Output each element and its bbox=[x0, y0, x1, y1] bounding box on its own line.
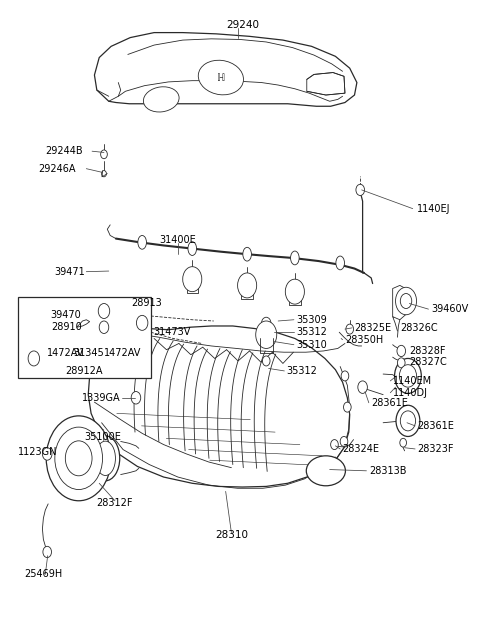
Circle shape bbox=[46, 416, 111, 501]
Polygon shape bbox=[393, 285, 409, 320]
Circle shape bbox=[131, 391, 141, 404]
Circle shape bbox=[400, 293, 412, 308]
Circle shape bbox=[397, 345, 406, 357]
Circle shape bbox=[136, 315, 148, 330]
Circle shape bbox=[256, 321, 276, 349]
Text: 1140DJ: 1140DJ bbox=[393, 387, 428, 398]
Text: 35312: 35312 bbox=[287, 366, 318, 376]
Text: 25469H: 25469H bbox=[24, 569, 62, 579]
Text: 35309: 35309 bbox=[296, 315, 327, 325]
Circle shape bbox=[396, 287, 417, 315]
Text: 28910: 28910 bbox=[51, 322, 82, 332]
Text: 35310: 35310 bbox=[296, 340, 327, 350]
Text: 31473V: 31473V bbox=[153, 327, 191, 337]
Circle shape bbox=[28, 351, 39, 366]
Text: 1339GA: 1339GA bbox=[82, 393, 120, 403]
Text: 1472AV: 1472AV bbox=[104, 348, 142, 358]
Circle shape bbox=[400, 438, 407, 447]
Text: 39470: 39470 bbox=[51, 310, 82, 320]
Circle shape bbox=[399, 365, 417, 387]
Circle shape bbox=[55, 427, 103, 490]
Circle shape bbox=[331, 440, 338, 450]
Circle shape bbox=[285, 279, 304, 304]
Text: 31400E: 31400E bbox=[159, 235, 196, 245]
Ellipse shape bbox=[336, 256, 345, 270]
Text: 28313B: 28313B bbox=[369, 466, 406, 476]
Ellipse shape bbox=[144, 87, 179, 112]
Text: 1123GN: 1123GN bbox=[18, 447, 58, 457]
Text: 28324E: 28324E bbox=[343, 444, 380, 454]
Circle shape bbox=[101, 150, 108, 159]
Text: 39460V: 39460V bbox=[431, 304, 468, 314]
Circle shape bbox=[102, 171, 107, 177]
Polygon shape bbox=[95, 33, 357, 106]
Text: 28350H: 28350H bbox=[345, 335, 383, 345]
Circle shape bbox=[340, 436, 348, 446]
Circle shape bbox=[65, 441, 92, 476]
Text: 28326C: 28326C bbox=[400, 323, 437, 333]
Text: 31345: 31345 bbox=[73, 348, 104, 358]
Circle shape bbox=[99, 321, 109, 334]
Circle shape bbox=[183, 266, 202, 292]
Polygon shape bbox=[77, 320, 90, 327]
Ellipse shape bbox=[138, 236, 146, 249]
Ellipse shape bbox=[243, 247, 252, 261]
Circle shape bbox=[344, 402, 351, 412]
Text: 28913: 28913 bbox=[132, 298, 162, 308]
Text: 35312: 35312 bbox=[296, 327, 327, 337]
Text: 28323F: 28323F bbox=[418, 444, 454, 454]
Circle shape bbox=[358, 381, 367, 393]
Text: 28327C: 28327C bbox=[409, 357, 447, 367]
Text: 28328F: 28328F bbox=[409, 346, 446, 356]
Text: 39471: 39471 bbox=[54, 266, 85, 277]
Polygon shape bbox=[307, 73, 345, 95]
Ellipse shape bbox=[91, 436, 120, 481]
Text: 1140EJ: 1140EJ bbox=[417, 204, 450, 214]
Circle shape bbox=[396, 405, 420, 436]
Circle shape bbox=[238, 273, 257, 298]
Ellipse shape bbox=[306, 456, 346, 486]
Circle shape bbox=[397, 358, 405, 368]
Circle shape bbox=[400, 411, 416, 431]
Circle shape bbox=[263, 356, 270, 366]
Text: 35100E: 35100E bbox=[84, 432, 121, 442]
Circle shape bbox=[346, 324, 354, 334]
Text: 29246A: 29246A bbox=[38, 164, 75, 174]
Circle shape bbox=[262, 317, 271, 330]
Text: 1140EM: 1140EM bbox=[393, 376, 432, 386]
Text: 29240: 29240 bbox=[226, 20, 259, 30]
Bar bbox=[18, 297, 151, 379]
Text: 28312F: 28312F bbox=[96, 498, 133, 508]
Ellipse shape bbox=[198, 60, 243, 95]
Text: 28361E: 28361E bbox=[418, 421, 455, 431]
Text: 29244B: 29244B bbox=[45, 146, 83, 156]
Circle shape bbox=[43, 546, 51, 557]
Text: ℍ: ℍ bbox=[217, 73, 225, 83]
Text: 28361E: 28361E bbox=[371, 398, 408, 408]
Circle shape bbox=[42, 448, 52, 460]
Text: 28310: 28310 bbox=[215, 530, 248, 540]
Circle shape bbox=[341, 371, 349, 381]
Circle shape bbox=[356, 184, 364, 196]
Text: 28325E: 28325E bbox=[355, 323, 392, 333]
Ellipse shape bbox=[290, 251, 299, 265]
Polygon shape bbox=[88, 326, 350, 487]
Ellipse shape bbox=[188, 242, 196, 255]
Text: 28912A: 28912A bbox=[65, 366, 103, 376]
Ellipse shape bbox=[96, 441, 115, 475]
Circle shape bbox=[98, 303, 110, 319]
Circle shape bbox=[395, 359, 421, 393]
Text: 1472AV: 1472AV bbox=[47, 348, 84, 358]
